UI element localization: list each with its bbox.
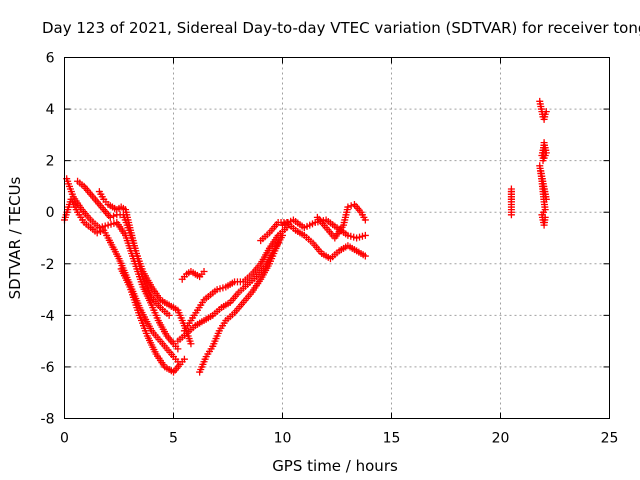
plot-frame: [64, 57, 610, 419]
y-tick-label: -6: [41, 360, 55, 376]
y-tick-label: -2: [41, 257, 55, 273]
data-points: [61, 97, 550, 376]
y-tick-label: 6: [46, 51, 55, 67]
data-point: [361, 252, 369, 260]
data-point: [274, 239, 282, 247]
data-point: [174, 345, 182, 353]
data-point: [541, 146, 549, 154]
data-point: [106, 213, 114, 221]
x-tick-label: 25: [601, 431, 619, 447]
x-axis-label: GPS time / hours: [272, 457, 398, 475]
chart-title: Day 123 of 2021, Sidereal Day-to-day VTE…: [42, 19, 640, 37]
y-tick-labels: -8 -6 -4 -2 0 2 4 6: [41, 51, 55, 428]
data-point: [165, 311, 173, 319]
data-point: [96, 228, 104, 236]
x-tick-label: 15: [383, 431, 401, 447]
data-point: [187, 340, 195, 348]
data-point: [361, 231, 369, 239]
y-tick-label: 4: [46, 102, 55, 118]
data-point: [541, 213, 549, 221]
y-tick-label: -4: [41, 308, 55, 324]
x-tick-label: 0: [60, 431, 69, 447]
data-point: [93, 229, 101, 237]
y-tick-label: 0: [46, 205, 55, 221]
data-point: [200, 268, 208, 276]
data-point: [344, 203, 352, 211]
x-tick-label: 5: [169, 431, 178, 447]
data-point: [542, 108, 550, 116]
data-point: [279, 231, 286, 239]
data-point: [507, 198, 515, 206]
y-tick-label: -8: [41, 412, 55, 428]
data-point: [110, 212, 118, 220]
data-point: [361, 216, 369, 224]
y-axis-label: SDTVAR / TECUs: [6, 176, 24, 299]
x-tick-labels: 0 5 10 15 20 25: [60, 431, 618, 447]
x-tick-label: 20: [492, 431, 510, 447]
data-point: [180, 355, 188, 363]
x-tick-label: 10: [274, 431, 292, 447]
y-tick-label: 2: [46, 154, 55, 170]
